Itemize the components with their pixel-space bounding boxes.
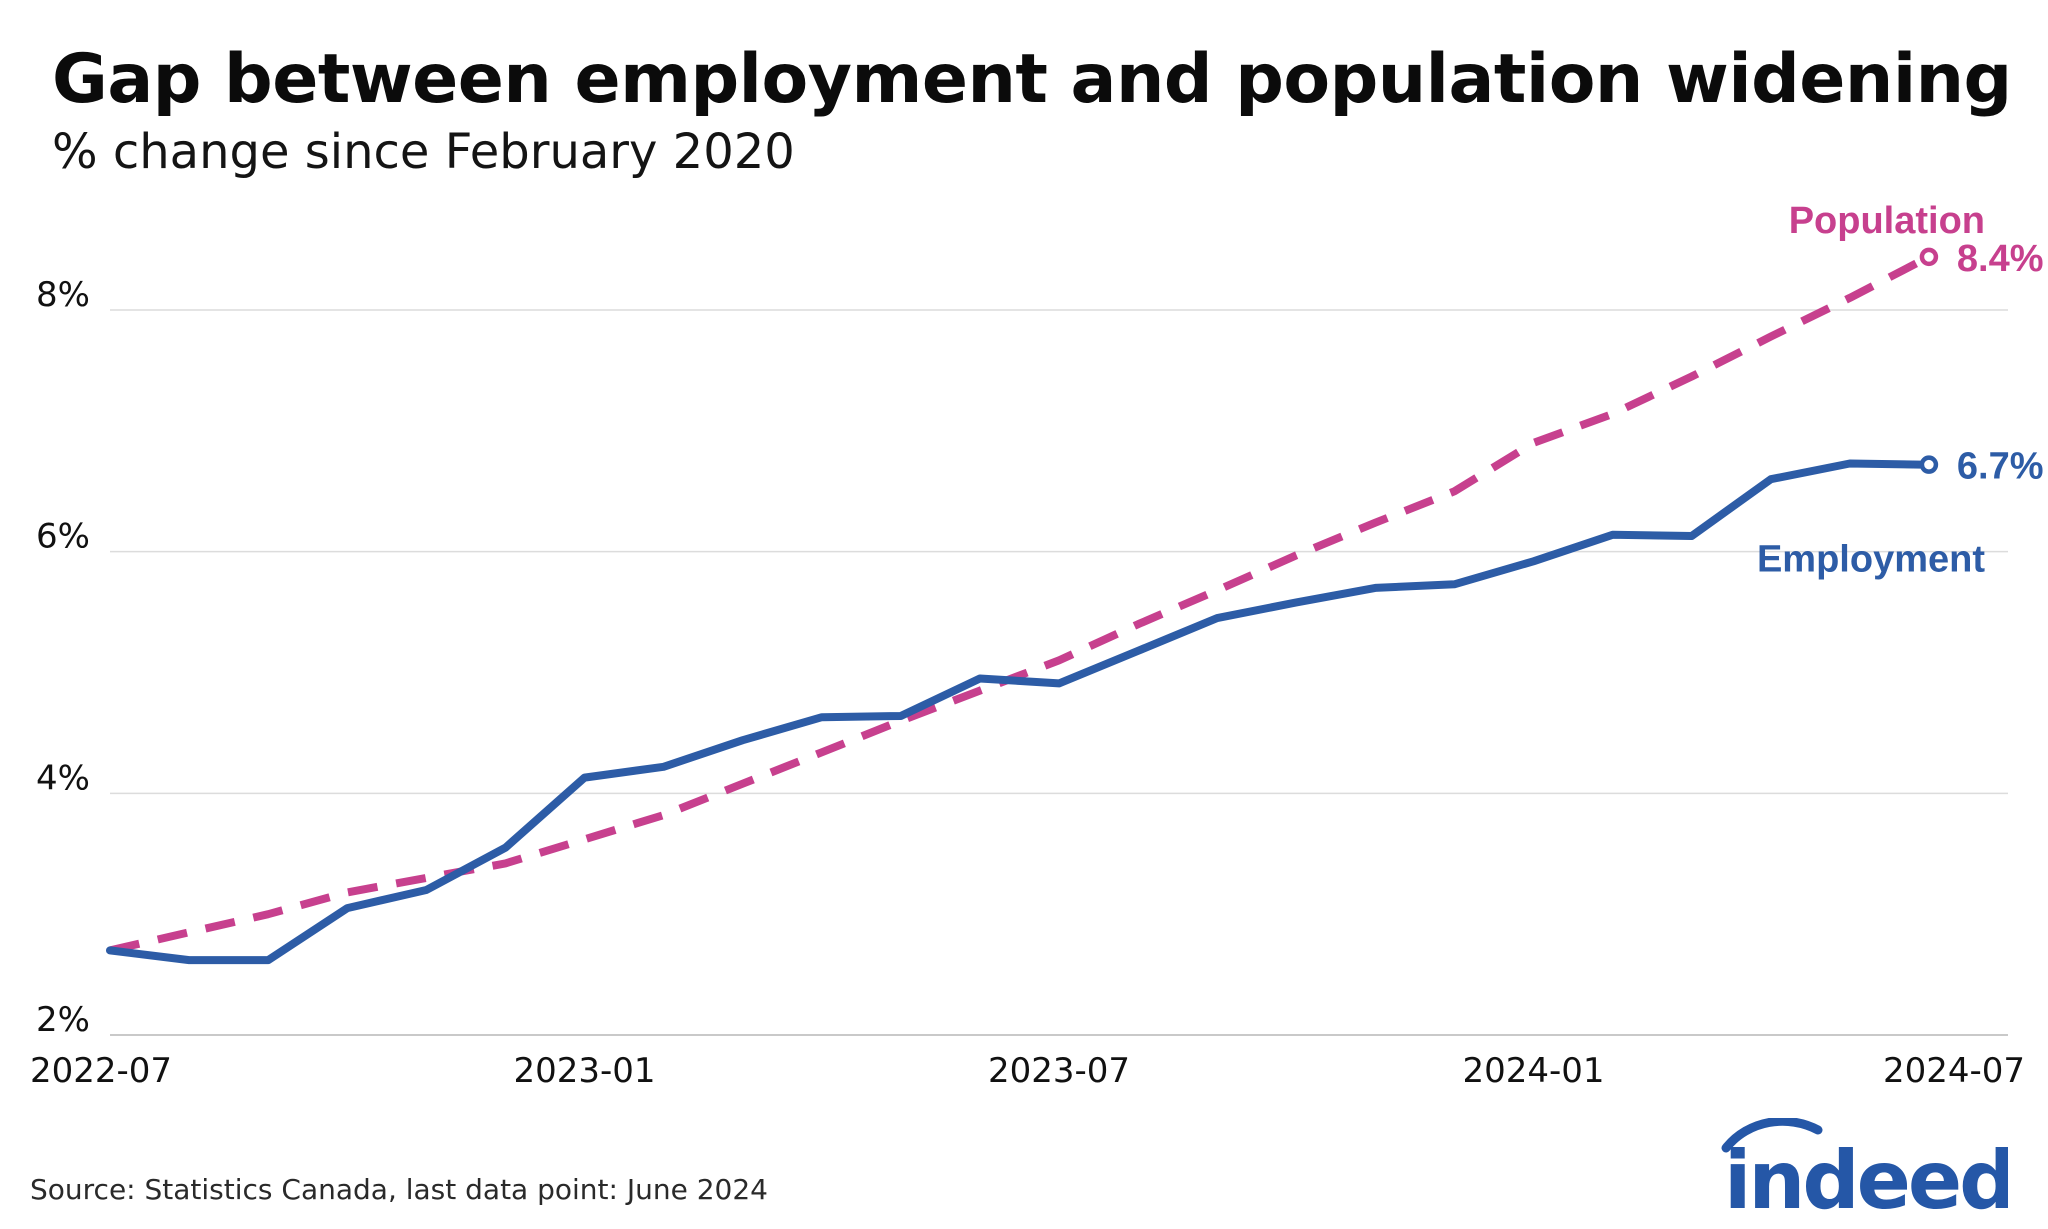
y-tick-label: 8% — [36, 275, 90, 315]
source-note: Source: Statistics Canada, last data poi… — [30, 1173, 768, 1206]
population-line — [109, 253, 1931, 955]
population-end-marker — [1919, 247, 1939, 267]
indeed-logo: indeed — [1721, 1118, 2008, 1218]
population-value-label: 8.4% — [1957, 238, 2044, 280]
y-tick-label: 2% — [36, 1000, 90, 1040]
chart-title: Gap between employment and population wi… — [52, 40, 2012, 119]
x-tick-label: 2023-07 — [988, 1051, 1130, 1091]
x-tick-label: 2023-01 — [513, 1051, 655, 1091]
x-tick-label: 2024-07 — [1883, 1051, 2025, 1091]
chart-subtitle: % change since February 2020 — [52, 124, 795, 180]
employment-line — [106, 459, 1933, 965]
series-labels: 8.4%Population 6.7% Employment — [1757, 200, 2044, 581]
x-axis-tick-labels: 2022-07 2023-01 2023-07 2024-01 2024-07 — [30, 1051, 2025, 1091]
employment-end-marker — [1919, 455, 1939, 474]
y-axis-tick-labels: 2% 4% 6% 8% — [36, 275, 90, 1040]
y-tick-label: 6% — [36, 517, 90, 557]
x-tick-label: 2022-07 — [30, 1051, 172, 1091]
employment-series-label: Employment — [1757, 539, 1985, 581]
end-markers — [1919, 247, 1939, 474]
employment-value-label: 6.7% — [1957, 446, 2044, 488]
x-tick-label: 2024-01 — [1462, 1051, 1604, 1091]
population-series-label: Population — [1789, 200, 1985, 242]
logo-wordmark: indeed — [1724, 1134, 2008, 1218]
logo-swoosh — [1721, 1118, 1823, 1153]
gridlines — [110, 309, 2008, 1036]
y-tick-label: 4% — [36, 758, 90, 798]
series-lines — [106, 253, 1933, 965]
